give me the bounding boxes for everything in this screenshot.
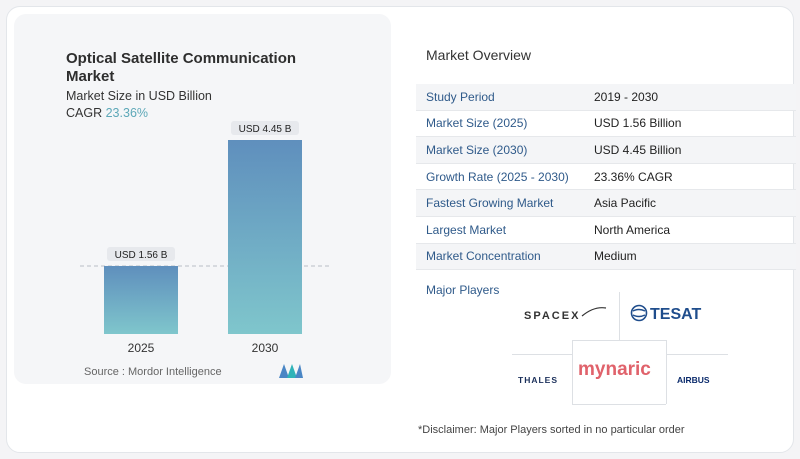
chart-source: Source : Mordor Intelligence — [84, 366, 222, 378]
overview-row-study-period: Study Period 2019 - 2030 — [416, 84, 796, 111]
overview-key: Fastest Growing Market — [426, 196, 554, 211]
overview-value: Medium — [594, 249, 637, 264]
players-divider — [666, 340, 667, 404]
players-divider — [619, 292, 620, 340]
major-players-title: Major Players — [426, 283, 500, 297]
overview-key: Growth Rate (2025 - 2030) — [426, 169, 569, 184]
chart-title: Optical Satellite Communication Market — [66, 50, 297, 85]
overview-value: USD 4.45 Billion — [594, 142, 682, 157]
chart-panel — [14, 14, 391, 384]
players-divider — [572, 340, 573, 404]
players-divider — [666, 354, 728, 355]
overview-row-concentration: Market Concentration Medium — [416, 243, 796, 271]
market-overview-table: Study Period 2019 - 2030 Market Size (202… — [416, 84, 796, 271]
overview-key: Market Concentration — [426, 249, 541, 264]
overview-row-growth-rate: Growth Rate (2025 - 2030) 23.36% CAGR — [416, 164, 796, 191]
bar-2025 — [104, 265, 178, 334]
mordor-intelligence-logo — [279, 364, 303, 378]
overview-key: Study Period — [426, 89, 495, 104]
cagr-value: 23.36% — [105, 106, 149, 120]
chart-cagr: CAGR 23.36% — [66, 106, 148, 120]
bar-2030 — [228, 140, 302, 334]
market-overview-title: Market Overview — [426, 47, 532, 63]
overview-row-largest-market: Largest Market North America — [416, 217, 796, 244]
disclaimer: *Disclaimer: Major Players sorted in no … — [418, 424, 685, 436]
overview-value: 23.36% CAGR — [594, 169, 673, 184]
overview-key: Largest Market — [426, 222, 507, 237]
data-label: USD 4.45 B — [239, 124, 292, 135]
players-divider — [512, 354, 572, 355]
overview-row-market-size-2030: Market Size (2030) USD 4.45 Billion — [416, 137, 796, 164]
data-label-bg — [231, 121, 299, 135]
category-label-2025: 2025 — [128, 341, 155, 355]
category-label-2030: 2030 — [252, 341, 279, 355]
spacex-logo: SPACEX — [524, 306, 608, 329]
data-label-bg — [107, 246, 175, 261]
data-label: USD 1.56 B — [115, 250, 168, 261]
mynaric-logo-text: mynaric — [578, 359, 651, 380]
mynaric-logo: mynaric — [578, 356, 662, 387]
chart-subtitle: Market Size in USD Billion — [66, 89, 212, 103]
cagr-label: CAGR — [66, 106, 103, 120]
overview-value: North America — [594, 222, 671, 237]
tesat-logo: TESAT — [630, 302, 712, 329]
players-divider — [572, 404, 666, 405]
airbus-logo: AIRBUS — [677, 372, 717, 390]
thales-logo-text: THALES — [518, 375, 558, 385]
overview-row-fastest-growing: Fastest Growing Market Asia Pacific — [416, 190, 796, 217]
players-divider — [572, 340, 666, 341]
overview-key: Market Size (2030) — [426, 142, 528, 157]
bar-chart: USD 1.56 B 2025 USD 4.45 B 2030 — [80, 121, 330, 355]
overview-row-market-size-2025: Market Size (2025) USD 1.56 Billion — [416, 111, 796, 138]
airbus-logo-text: AIRBUS — [677, 375, 710, 385]
overview-value: 2019 - 2030 — [594, 89, 659, 104]
overview-value: Asia Pacific — [594, 196, 657, 211]
tesat-logo-text: TESAT — [650, 306, 701, 323]
overview-value: USD 1.56 Billion — [594, 116, 682, 131]
thales-logo: THALES — [518, 372, 564, 390]
spacex-logo-text: SPACEX — [524, 310, 580, 322]
overview-key: Market Size (2025) — [426, 116, 528, 131]
